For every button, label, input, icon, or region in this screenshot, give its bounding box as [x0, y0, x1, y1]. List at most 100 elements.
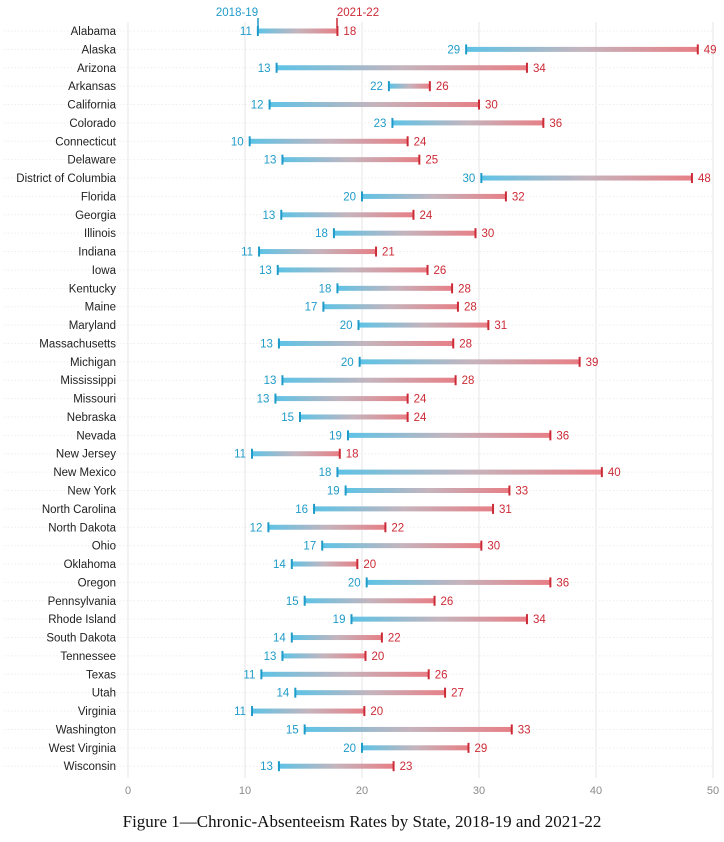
value-2018-19-georgia: 13 [262, 210, 275, 222]
row-illinois: Illinois 18 30 [4, 228, 712, 240]
row-pennsylvania: Pennsylvania 15 26 [4, 595, 712, 608]
row-connecticut: Connecticut 10 24 [4, 136, 712, 148]
value-2021-22-nevada: 36 [556, 430, 569, 442]
value-2021-22-florida: 32 [512, 191, 525, 203]
row-rhode-island: Rhode Island 19 34 [4, 614, 712, 626]
row-new-jersey: New Jersey 11 18 [4, 448, 712, 461]
row-oklahoma: Oklahoma 14 20 [4, 559, 712, 571]
bar-colorado [392, 120, 544, 126]
value-2021-22-maryland: 31 [494, 320, 507, 332]
row-colorado: Colorado 23 36 [4, 117, 712, 130]
value-2018-19-florida: 20 [343, 191, 356, 203]
value-2018-19-washington: 15 [286, 724, 299, 736]
value-2021-22-iowa: 26 [434, 265, 447, 277]
state-label-oregon: Oregon [78, 577, 116, 589]
value-2021-22-rhode-island: 34 [533, 614, 546, 626]
x-tick-label-10: 10 [239, 785, 251, 797]
state-label-california: California [67, 100, 116, 112]
bar-alabama [257, 28, 338, 34]
value-2021-22-michigan: 39 [586, 357, 599, 369]
value-2018-19-new-mexico: 18 [319, 467, 332, 479]
row-maryland: Maryland 20 31 [4, 320, 712, 332]
value-2018-19-utah: 14 [277, 688, 290, 700]
value-2018-19-maryland: 20 [340, 320, 353, 332]
value-2021-22-new-jersey: 18 [346, 449, 359, 461]
bar-georgia [281, 212, 414, 218]
row-georgia: Georgia 13 24 [4, 209, 712, 222]
value-2021-22-wisconsin: 23 [400, 761, 413, 773]
value-2021-22-south-dakota: 22 [388, 633, 401, 645]
x-tick-label-20: 20 [356, 785, 368, 797]
value-2018-19-pennsylvania: 15 [286, 596, 299, 608]
value-2018-19-colorado: 23 [374, 118, 387, 130]
bar-arkansas [388, 83, 430, 89]
bar-michigan [359, 359, 580, 365]
value-2021-22-texas: 26 [435, 669, 448, 681]
value-2018-19-arizona: 13 [258, 63, 271, 75]
bar-nevada [347, 432, 551, 438]
row-south-dakota: South Dakota 14 22 [4, 632, 712, 645]
value-2021-22-nebraska: 24 [414, 412, 427, 424]
state-label-missouri: Missouri [73, 394, 116, 406]
row-wisconsin: Wisconsin 13 23 [4, 761, 712, 773]
bar-utah [295, 690, 446, 696]
value-2021-22-maine: 28 [464, 302, 477, 314]
value-2018-19-rhode-island: 19 [333, 614, 346, 626]
row-nevada: Nevada 19 36 [4, 430, 712, 442]
x-tick-label-0: 0 [125, 785, 131, 797]
value-2018-19-connecticut: 10 [231, 136, 244, 148]
bar-wisconsin [278, 763, 394, 769]
value-2018-19-massachusetts: 13 [260, 338, 273, 350]
value-2021-22-delaware: 25 [425, 155, 438, 167]
value-2021-22-california: 30 [485, 100, 498, 112]
state-label-north-dakota: North Dakota [48, 522, 116, 534]
value-2021-22-tennessee: 20 [372, 651, 385, 663]
bar-kentucky [337, 285, 453, 291]
value-2018-19-michigan: 20 [341, 357, 354, 369]
value-2021-22-north-dakota: 22 [391, 522, 404, 534]
value-2018-19-california: 12 [251, 100, 264, 112]
value-2018-19-ohio: 17 [303, 541, 316, 553]
row-missouri: Missouri 13 24 [4, 393, 712, 406]
legend-2021-22: 2021-22 [337, 7, 379, 19]
value-2018-19-district-of-columbia: 30 [463, 173, 476, 185]
row-texas: Texas 11 26 [4, 669, 712, 681]
state-label-maryland: Maryland [69, 320, 116, 332]
value-2018-19-kentucky: 18 [319, 283, 332, 295]
state-label-new-mexico: New Mexico [53, 467, 116, 479]
value-2018-19-wisconsin: 13 [260, 761, 273, 773]
value-2021-22-new-mexico: 40 [608, 467, 621, 479]
value-2018-19-indiana: 11 [241, 247, 253, 259]
figure-caption: Figure 1—Chronic-Absenteeism Rates by St… [122, 812, 602, 831]
row-arizona: Arizona 13 34 [4, 62, 712, 75]
value-2021-22-west-virginia: 29 [474, 743, 487, 755]
state-label-oklahoma: Oklahoma [64, 559, 117, 571]
state-label-iowa: Iowa [92, 265, 117, 277]
value-2018-19-alaska: 29 [447, 44, 460, 56]
value-2021-22-arkansas: 26 [436, 81, 449, 93]
state-label-rhode-island: Rhode Island [48, 614, 116, 626]
state-label-utah: Utah [92, 688, 116, 700]
bar-oklahoma [291, 561, 358, 567]
x-tick-label-40: 40 [590, 785, 602, 797]
value-2021-22-colorado: 36 [549, 118, 562, 130]
row-alabama: Alabama 11 18 [4, 26, 712, 38]
value-2021-22-virginia: 20 [370, 706, 383, 718]
bar-new-mexico [337, 469, 602, 475]
value-2021-22-ohio: 30 [487, 541, 500, 553]
state-label-north-carolina: North Carolina [42, 504, 117, 516]
value-2018-19-north-carolina: 16 [295, 504, 308, 516]
row-arkansas: Arkansas 22 26 [4, 81, 712, 93]
state-label-kentucky: Kentucky [69, 283, 117, 295]
row-north-dakota: North Dakota 12 22 [4, 522, 712, 534]
state-label-south-dakota: South Dakota [46, 633, 116, 645]
value-2021-22-oklahoma: 20 [363, 559, 376, 571]
bar-south-dakota [291, 635, 382, 641]
bar-new-york [345, 488, 510, 493]
value-2018-19-new-york: 19 [327, 486, 340, 498]
value-2021-22-georgia: 24 [419, 210, 432, 222]
value-2021-22-oregon: 36 [556, 577, 569, 589]
value-2021-22-mississippi: 28 [462, 375, 475, 387]
value-2021-22-alabama: 18 [343, 26, 356, 38]
bar-maine [323, 304, 458, 310]
